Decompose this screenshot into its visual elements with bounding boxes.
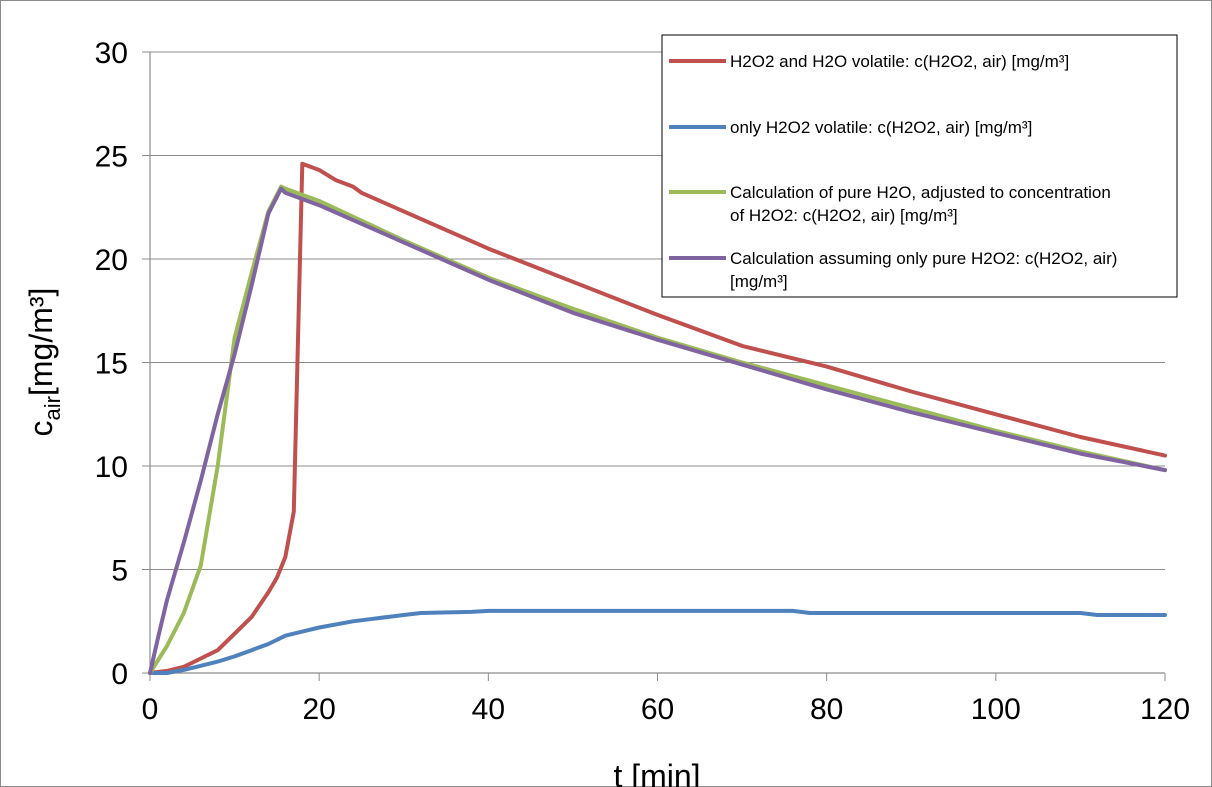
x-tick-label: 80 (810, 693, 843, 726)
legend-box (661, 34, 1178, 298)
x-tick-label: 40 (472, 693, 505, 726)
y-tick-label: 25 (95, 141, 128, 174)
series-lines (148, 161, 1167, 675)
legend-label-2: only H2O2 volatile: c(H2O2, air) [mg/m³] (730, 118, 1032, 137)
y-tick-label: 15 (95, 348, 128, 381)
x-tick-labels: 0 20 40 60 80 100 120 (142, 693, 1190, 726)
series-line-4 (148, 186, 1167, 675)
legend-label-1: H2O2 and H2O volatile: c(H2O2, air) [mg/… (730, 52, 1069, 71)
axes (149, 52, 1165, 674)
y-tick-label: 30 (95, 37, 128, 70)
y-axis-title-unit: [mg/m³] (23, 288, 59, 396)
x-tick-label: 0 (142, 693, 159, 726)
legend-label-3: Calculation of pure H2O, adjusted to con… (730, 183, 1111, 202)
x-tick-label: 100 (971, 693, 1021, 726)
y-tick-label: 10 (95, 451, 128, 484)
legend-entries: H2O2 and H2O volatile: c(H2O2, air) [mg/… (669, 52, 1117, 291)
series-line-1 (148, 161, 1167, 675)
y-tick-labels: 0 5 10 15 20 25 30 (95, 37, 128, 691)
y-axis-title-subscript: air (40, 396, 65, 420)
x-tick-label: 20 (302, 693, 335, 726)
y-tick-label: 20 (95, 244, 128, 277)
y-tick-label: 5 (111, 555, 128, 588)
legend-label-3: of H2O2: c(H2O2, air) [mg/m³] (730, 206, 958, 225)
y-axis-title: cair[mg/m³] (23, 288, 65, 437)
y-axis-title-main: c (23, 420, 59, 436)
legend-label-4: Calculation assuming only pure H2O2: c(H… (730, 249, 1117, 268)
series-line-2 (148, 608, 1167, 675)
x-tick-label: 120 (1140, 693, 1190, 726)
x-axis-title: t [min] (613, 758, 700, 787)
legend-label-4: [mg/m³] (730, 272, 788, 291)
series-line-3 (148, 184, 1167, 675)
y-tick-label: 0 (111, 658, 128, 691)
x-tick-label: 60 (641, 693, 674, 726)
legend: H2O2 and H2O volatile: c(H2O2, air) [mg/… (661, 34, 1178, 298)
